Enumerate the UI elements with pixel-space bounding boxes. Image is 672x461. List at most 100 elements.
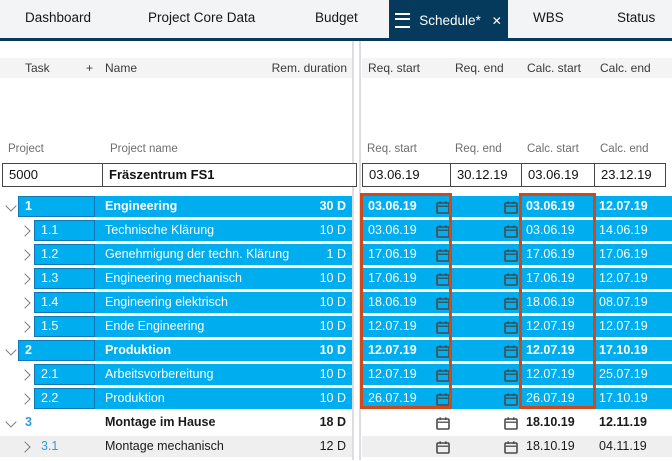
task-row[interactable]: 1.1 Technische Klärung 10 D 03.06.19 03.… — [0, 220, 672, 241]
task-req-start-cell[interactable]: 18.06.19 — [368, 295, 417, 309]
calendar-icon[interactable] — [436, 440, 450, 454]
task-req-start-cell[interactable]: 17.06.19 — [368, 271, 417, 285]
task-row[interactable]: 1.5 Ende Engineering 10 D 12.07.19 12.07… — [0, 316, 672, 337]
task-row[interactable]: 1 Engineering 30 D 03.06.19 03.06.19 12.… — [0, 196, 672, 217]
calendar-icon[interactable] — [504, 344, 518, 358]
task-name-cell[interactable]: Montage im Hause — [105, 415, 216, 429]
project-req-start-field[interactable]: 03.06.19 — [362, 163, 451, 187]
task-name-cell[interactable]: Produktion — [105, 343, 171, 357]
task-req-start-cell[interactable]: 03.06.19 — [368, 199, 417, 213]
task-row[interactable]: 1.3 Engineering mechanisch 10 D 17.06.19… — [0, 268, 672, 289]
calendar-icon[interactable] — [436, 296, 450, 310]
project-id-field[interactable]: 5000 — [2, 163, 103, 187]
calendar-icon[interactable] — [504, 392, 518, 406]
task-rem-duration-cell[interactable]: 18 D — [319, 415, 346, 429]
tab-wbs[interactable]: WBS — [533, 10, 564, 25]
task-rem-duration-cell[interactable]: 10 D — [319, 319, 346, 333]
menu-icon[interactable] — [395, 13, 411, 28]
task-row[interactable]: 1.4 Engineering elektrisch 10 D 18.06.19… — [0, 292, 672, 313]
tab-budget[interactable]: Budget — [315, 10, 358, 25]
add-column-button[interactable]: + — [86, 61, 94, 75]
task-req-start-cell[interactable]: 12.07.19 — [368, 343, 417, 357]
calendar-icon[interactable] — [436, 224, 450, 238]
task-row[interactable]: 2.2 Produktion 10 D 26.07.19 26.07.19 17… — [0, 388, 672, 409]
calendar-icon[interactable] — [436, 368, 450, 382]
calendar-icon[interactable] — [436, 320, 450, 334]
column-header-name[interactable]: Name — [105, 61, 138, 75]
task-req-start-cell[interactable]: 17.06.19 — [368, 247, 417, 261]
task-name-cell[interactable]: Arbeitsvorbereitung — [105, 367, 214, 381]
task-id-cell[interactable]: 1.2 — [34, 244, 95, 265]
task-id-cell[interactable]: 2.2 — [34, 388, 95, 409]
column-header-calc-end[interactable]: Calc. end — [600, 61, 651, 75]
task-id-cell[interactable]: 1.4 — [34, 292, 95, 313]
expand-chevron-icon[interactable] — [19, 249, 31, 261]
task-name-cell[interactable]: Engineering — [105, 199, 178, 213]
pane-splitter[interactable] — [352, 41, 354, 460]
task-row[interactable]: 2 Produktion 10 D 12.07.19 12.07.19 17.1… — [0, 340, 672, 361]
expand-chevron-icon[interactable] — [5, 344, 17, 356]
task-rem-duration-cell[interactable]: 10 D — [319, 367, 346, 381]
expand-chevron-icon[interactable] — [19, 321, 31, 333]
column-header-req-end[interactable]: Req. end — [455, 61, 504, 75]
project-calc-end-field[interactable]: 23.12.19 — [594, 163, 666, 187]
calendar-icon[interactable] — [504, 296, 518, 310]
task-rem-duration-cell[interactable]: 10 D — [319, 223, 346, 237]
task-name-cell[interactable]: Technische Klärung — [105, 223, 215, 237]
pane-splitter[interactable] — [359, 41, 361, 460]
tab-project-core-data[interactable]: Project Core Data — [148, 10, 256, 25]
calendar-icon[interactable] — [436, 344, 450, 358]
task-name-cell[interactable]: Engineering elektrisch — [105, 295, 228, 309]
task-id-cell[interactable]: 1.1 — [34, 220, 95, 241]
project-name-field[interactable]: Fräszentrum FS1 — [102, 163, 357, 187]
task-row[interactable]: 1.2 Genehmigung der techn. Klärung 1 D 1… — [0, 244, 672, 265]
task-name-cell[interactable]: Genehmigung der techn. Klärung — [105, 247, 290, 261]
calendar-icon[interactable] — [504, 320, 518, 334]
calendar-icon[interactable] — [504, 416, 518, 430]
task-id-cell[interactable]: 1 — [18, 196, 95, 217]
task-rem-duration-cell[interactable]: 10 D — [319, 343, 346, 357]
close-icon[interactable]: ✕ — [491, 13, 502, 28]
task-id-cell[interactable]: 3.1 — [41, 439, 59, 453]
task-req-start-cell[interactable]: 26.07.19 — [368, 391, 417, 405]
task-row[interactable]: 3.1 Montage mechanisch 12 D 18.10.19 04.… — [0, 436, 672, 457]
task-id-cell[interactable]: 1.3 — [34, 268, 95, 289]
task-row[interactable]: 3 Montage im Hause 18 D 18.10.19 12.11.1… — [0, 412, 672, 433]
expand-chevron-icon[interactable] — [19, 225, 31, 237]
calendar-icon[interactable] — [504, 440, 518, 454]
task-req-start-cell[interactable]: 03.06.19 — [368, 223, 417, 237]
tab-status[interactable]: Status — [617, 10, 656, 25]
project-calc-start-field[interactable]: 03.06.19 — [521, 163, 595, 187]
tab-schedule-active[interactable]: Schedule* ✕ — [389, 0, 508, 41]
task-rem-duration-cell[interactable]: 30 D — [319, 199, 346, 213]
calendar-icon[interactable] — [436, 248, 450, 262]
expand-chevron-icon[interactable] — [19, 369, 31, 381]
column-header-rem-duration[interactable]: Rem. duration — [271, 61, 347, 75]
calendar-icon[interactable] — [504, 248, 518, 262]
task-req-start-cell[interactable]: 12.07.19 — [368, 367, 417, 381]
expand-chevron-icon[interactable] — [19, 393, 31, 405]
calendar-icon[interactable] — [436, 392, 450, 406]
task-id-cell[interactable]: 2.1 — [34, 364, 95, 385]
tab-dashboard[interactable]: Dashboard — [25, 10, 92, 25]
task-rem-duration-cell[interactable]: 1 D — [326, 247, 346, 261]
task-name-cell[interactable]: Ende Engineering — [105, 319, 205, 333]
task-name-cell[interactable]: Engineering mechanisch — [105, 271, 242, 285]
task-req-start-cell[interactable]: 12.07.19 — [368, 319, 417, 333]
task-id-cell[interactable]: 1.5 — [34, 316, 95, 337]
calendar-icon[interactable] — [436, 416, 450, 430]
task-rem-duration-cell[interactable]: 10 D — [319, 271, 346, 285]
expand-chevron-icon[interactable] — [5, 200, 17, 212]
task-rem-duration-cell[interactable]: 10 D — [319, 391, 346, 405]
task-rem-duration-cell[interactable]: 12 D — [319, 439, 346, 453]
expand-chevron-icon[interactable] — [5, 416, 17, 428]
expand-chevron-icon[interactable] — [19, 297, 31, 309]
task-id-cell[interactable]: 2 — [18, 340, 95, 361]
column-header-task[interactable]: Task — [25, 61, 50, 75]
calendar-icon[interactable] — [504, 224, 518, 238]
task-name-cell[interactable]: Produktion — [105, 391, 165, 405]
column-header-req-start[interactable]: Req. start — [368, 61, 421, 75]
task-id-cell[interactable]: 3 — [25, 415, 32, 429]
calendar-icon[interactable] — [436, 272, 450, 286]
calendar-icon[interactable] — [436, 200, 450, 214]
